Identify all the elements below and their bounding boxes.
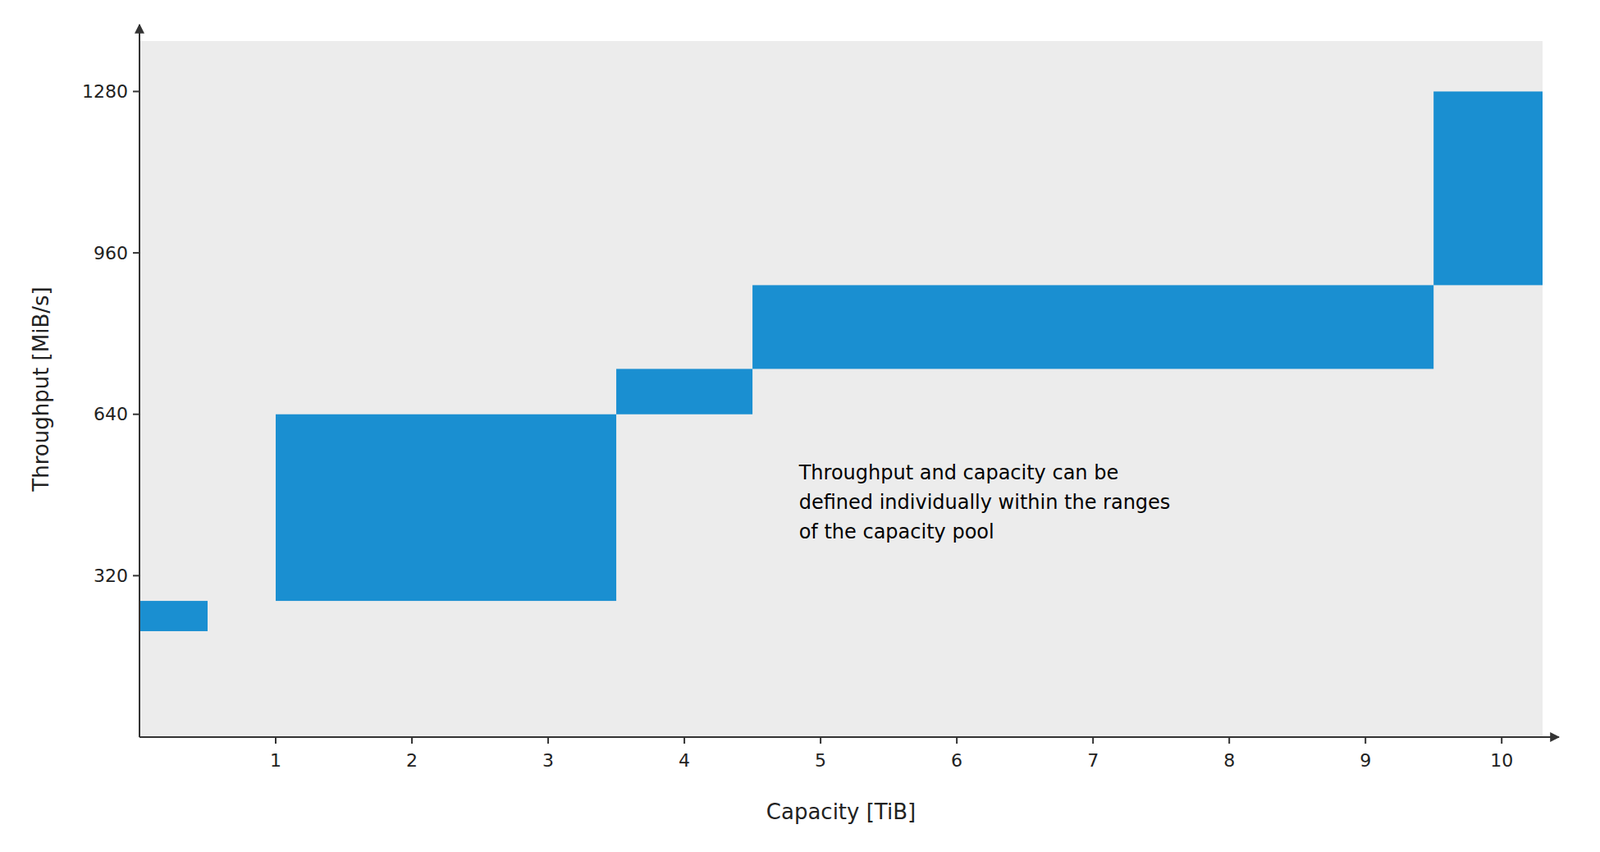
range-bar: [752, 284, 1434, 369]
x-tick-label: 8: [1223, 749, 1235, 771]
range-bar: [139, 600, 208, 631]
y-tick: [132, 574, 140, 576]
x-tick-label: 9: [1359, 749, 1372, 771]
x-tick-label: 10: [1490, 749, 1514, 771]
x-tick-label: 7: [1087, 749, 1099, 771]
x-tick: [819, 736, 822, 744]
x-tick: [411, 736, 413, 744]
y-tick: [132, 413, 140, 416]
x-tick: [683, 736, 686, 744]
y-tick-label: 320: [93, 565, 128, 586]
x-tick: [1500, 736, 1503, 744]
plot-background: [139, 41, 1543, 737]
y-tick-label: 640: [93, 403, 128, 425]
x-tick: [274, 736, 277, 744]
y-tick-label: 1280: [82, 81, 128, 102]
y-axis: [138, 24, 141, 737]
x-tick: [1228, 736, 1230, 744]
x-tick-label: 6: [950, 749, 963, 771]
range-bar: [275, 414, 617, 601]
x-tick: [955, 736, 958, 744]
x-tick-label: 4: [678, 749, 691, 771]
x-tick: [547, 736, 549, 744]
x-axis: [139, 736, 1559, 738]
x-tick: [1364, 736, 1367, 744]
y-axis-label: Throughput [MiB/s]: [28, 286, 54, 492]
range-bar: [616, 368, 753, 414]
x-tick-label: 3: [542, 749, 554, 771]
chart: 1 2 3 4 5 6 7 8 9 10 320 640 960 1280 Capacity [TiB] Th…: [0, 0, 1600, 852]
range-bar: [1433, 91, 1543, 285]
annotation: Throughput and capacity can bedefined in…: [798, 461, 1171, 544]
x-tick-label: 2: [406, 749, 418, 771]
x-axis-label: Capacity [TiB]: [766, 799, 916, 824]
x-tick-label: 1: [269, 749, 282, 771]
x-tick-label: 5: [814, 749, 827, 771]
y-tick: [132, 251, 140, 254]
y-tick: [132, 90, 140, 92]
bars: [139, 91, 1543, 631]
y-tick-label: 960: [93, 242, 128, 264]
x-tick: [1092, 736, 1094, 744]
